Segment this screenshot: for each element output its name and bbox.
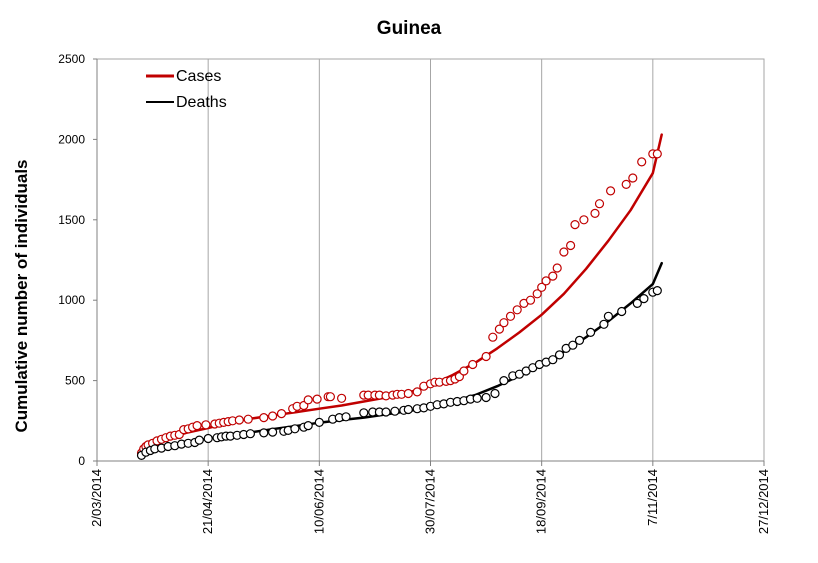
x-tick-label: 21/04/2014 <box>200 469 215 534</box>
cases-data-point <box>234 415 244 425</box>
cases-data-point <box>541 276 551 286</box>
cases-data-point <box>637 157 647 167</box>
cases-data-point <box>579 215 589 225</box>
cases-data-point <box>525 295 536 305</box>
y-tick-label: 0 <box>78 454 85 468</box>
cases-data-point <box>276 409 287 419</box>
cases-data-point <box>481 351 491 362</box>
cases-data-point <box>552 263 562 273</box>
cases-data-point <box>570 220 580 230</box>
cases-data-point <box>201 420 211 430</box>
y-tick-label: 2500 <box>58 52 85 66</box>
deaths-data-point <box>632 298 642 308</box>
deaths-data-point <box>472 393 482 403</box>
deaths-data-point <box>617 306 627 317</box>
cases-data-point <box>488 332 498 342</box>
deaths-data-point <box>341 412 351 422</box>
cases-data-point <box>412 387 422 397</box>
cases-data-point <box>243 414 253 424</box>
cases-data-point <box>621 179 631 189</box>
deaths-data-point <box>499 376 509 386</box>
deaths-data-point <box>603 311 614 321</box>
cases-data-point <box>512 305 522 315</box>
cases-data-point <box>468 359 478 370</box>
cases-data-point <box>459 366 469 376</box>
deaths-data-point <box>359 408 369 418</box>
x-tick-label: 7/11/2014 <box>645 469 660 526</box>
deaths-data-point <box>194 435 204 445</box>
cases-data-point <box>590 208 600 218</box>
cases-data-point <box>494 324 504 334</box>
cases-data-point <box>268 411 278 421</box>
y-tick-label: 500 <box>65 374 85 388</box>
deaths-data-point <box>652 286 662 296</box>
deaths-data-point <box>203 433 213 444</box>
cases-data-point <box>594 199 605 209</box>
chart-title: Guinea <box>377 18 442 39</box>
x-tick-label: 10/06/2014 <box>311 469 326 534</box>
x-tick-label: 2/03/2014 <box>89 469 104 527</box>
cases-data-point <box>548 271 558 281</box>
deaths-data-point <box>574 335 585 345</box>
deaths-data-point <box>554 350 565 360</box>
cases-data-point <box>565 240 576 251</box>
cases-data-point <box>628 173 638 183</box>
deaths-data-point <box>268 427 278 437</box>
x-tick-label: 30/07/2014 <box>423 469 438 534</box>
deaths-data-point <box>599 319 609 329</box>
cases-data-point <box>652 149 662 159</box>
deaths-data-point <box>568 340 578 350</box>
cases-data-point <box>537 282 547 292</box>
y-tick-label: 2000 <box>58 132 85 146</box>
deaths-data-point <box>303 421 313 431</box>
deaths-data-point <box>381 407 391 417</box>
deaths-data-point <box>585 327 596 337</box>
cases-data-point <box>312 394 322 404</box>
y-tick-label: 1000 <box>58 293 85 307</box>
cases-data-point <box>192 421 202 431</box>
axis-layer: 2/03/2014 21/04/2014 10/06/2014 30/07/2014 1… <box>58 52 771 534</box>
x-tick-label: 18/09/2014 <box>534 469 549 534</box>
grid-layer <box>96 58 765 462</box>
y-axis-label: Cumulative number of individuals <box>12 160 31 433</box>
y-tick-label: 1500 <box>58 213 85 227</box>
series-layer <box>136 133 663 460</box>
legend: Cases Deaths <box>146 68 227 111</box>
deaths-data-point <box>490 388 500 399</box>
deaths-data-point <box>259 428 269 438</box>
deaths-data-point <box>314 417 324 427</box>
cases-data-point <box>337 393 347 403</box>
cases-data-point <box>403 388 413 399</box>
cases-data-point <box>499 318 509 328</box>
x-tick-label: 27/12/2014 <box>756 469 771 534</box>
cases-data-point <box>605 186 616 196</box>
cases-data-point <box>259 413 269 423</box>
cases-data-point <box>559 247 569 257</box>
deaths-data-point <box>481 392 491 403</box>
deaths-data-point <box>290 424 300 434</box>
deaths-data-point <box>390 406 400 416</box>
cases-data-point <box>325 392 335 402</box>
cases-data-point <box>532 289 542 299</box>
deaths-data-point <box>403 404 413 415</box>
deaths-data-point <box>245 429 255 439</box>
cases-data-point <box>505 311 516 321</box>
deaths-data-point <box>548 355 558 365</box>
legend-cases-label: Cases <box>176 68 221 85</box>
deaths-data-point <box>639 294 649 304</box>
cases-data-point <box>303 395 313 405</box>
legend-deaths-label: Deaths <box>176 94 227 111</box>
